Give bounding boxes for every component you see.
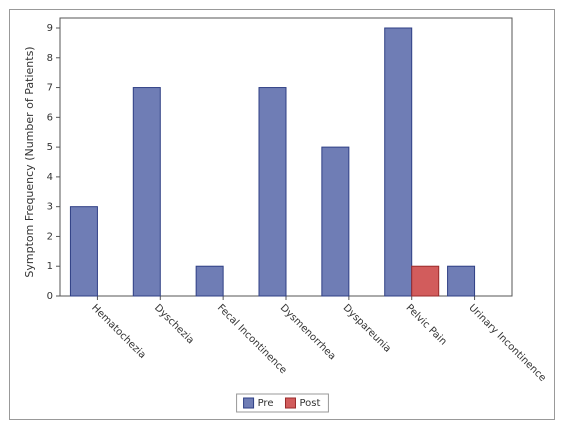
y-tick-label: 1 bbox=[47, 261, 53, 272]
y-axis-title: Symptom Frequency (Number of Patients) bbox=[23, 46, 36, 277]
x-tick-label: Urinary Incontinence bbox=[466, 302, 548, 384]
bar bbox=[447, 265, 476, 297]
x-tick-label: Fecal Incontinence bbox=[215, 302, 289, 376]
legend-swatch bbox=[284, 397, 296, 409]
y-tick-label: 2 bbox=[47, 231, 53, 242]
legend: Pre Post bbox=[236, 393, 329, 413]
y-tick-label: 7 bbox=[47, 83, 53, 94]
x-tick-label: Pelvic Pain bbox=[403, 302, 448, 347]
x-tick-label: Dyspareunia bbox=[341, 302, 393, 354]
legend-box bbox=[236, 393, 329, 413]
y-tick-label: 5 bbox=[47, 142, 53, 153]
legend-swatch bbox=[243, 397, 255, 409]
x-tick-label: Dyschezia bbox=[152, 302, 196, 346]
legend-label: Post bbox=[299, 398, 320, 409]
bar bbox=[258, 87, 287, 297]
y-tick-label: 4 bbox=[47, 172, 53, 183]
y-tick-label: 3 bbox=[47, 202, 53, 213]
bar bbox=[384, 27, 413, 297]
y-tick-label: 6 bbox=[47, 112, 53, 123]
legend-label: Pre bbox=[258, 398, 274, 409]
y-tick-label: 0 bbox=[47, 291, 53, 302]
bar bbox=[132, 87, 161, 297]
bar bbox=[195, 265, 224, 297]
bar bbox=[411, 265, 440, 297]
x-tick-label: Hematochezia bbox=[89, 302, 148, 361]
y-tick-label: 8 bbox=[47, 53, 53, 64]
bar bbox=[321, 146, 350, 297]
chart-frame bbox=[9, 9, 555, 420]
x-tick-label: Dysmenorrhea bbox=[278, 302, 338, 362]
y-tick-label: 9 bbox=[47, 23, 53, 34]
bar bbox=[69, 206, 98, 297]
